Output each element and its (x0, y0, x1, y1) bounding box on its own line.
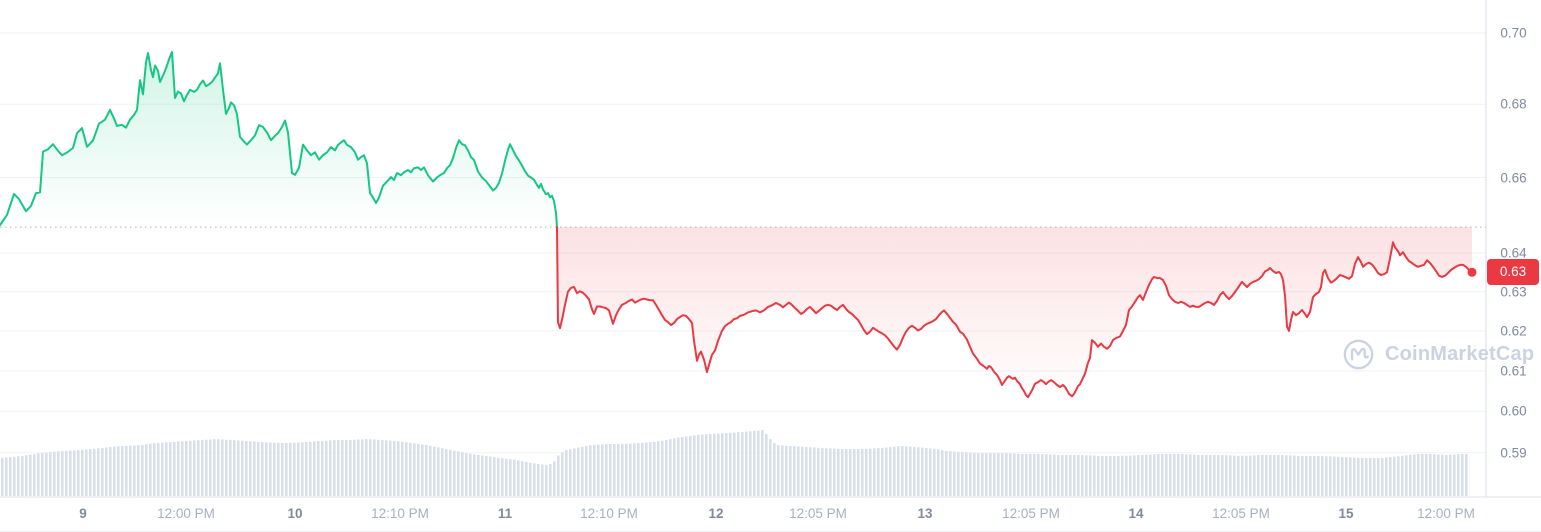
y-tick-label: 0.70 (1500, 25, 1527, 41)
current-price-badge: 0.63 (1487, 259, 1539, 286)
price-line-red (556, 226, 1473, 399)
y-tick-label: 0.59 (1500, 445, 1527, 461)
last-price-dot (1467, 267, 1477, 277)
y-tick-label: 0.63 (1500, 284, 1527, 300)
price-line-green (0, 51, 558, 229)
x-axis: 9 12:00 PM 10 12:10 PM 11 12:10 PM 12 12:05 PM 1… (0, 497, 1541, 531)
x-tick-day-label: 10 (287, 506, 303, 521)
y-axis: 0.63 0.70 0.68 0.66 0.64 0.63 0.62 0.61 0.60 0.5… (1486, 0, 1541, 497)
y-tick-label: 0.66 (1500, 170, 1527, 185)
y-tick-label: 0.62 (1500, 323, 1527, 339)
x-tick-time-label: 12:10 PM (580, 506, 638, 521)
x-tick-time-label: 12:05 PM (1002, 506, 1060, 521)
x-tick-time-label: 12:10 PM (371, 506, 429, 521)
x-tick-day-label: 15 (1338, 506, 1354, 521)
y-tick-label: 0.68 (1500, 96, 1527, 112)
x-tick-day-label: 9 (79, 506, 87, 521)
y-tick-label: 0.64 (1500, 245, 1527, 261)
x-tick-day-label: 13 (917, 506, 933, 521)
x-tick-time-label: 12:00 PM (157, 506, 215, 521)
x-tick-day-label: 12 (708, 506, 724, 521)
volume-bars (1, 430, 1468, 497)
green-area-fill (0, 52, 557, 228)
x-tick-day-label: 11 (497, 506, 513, 521)
x-tick-time-label: 12:05 PM (1212, 506, 1270, 521)
y-tick-label: 0.61 (1500, 363, 1527, 379)
x-tick-time-label: 12:00 PM (1417, 506, 1475, 521)
red-area-fill (557, 227, 1472, 398)
y-tick-label: 0.60 (1500, 403, 1527, 419)
x-tick-day-label: 14 (1128, 506, 1144, 521)
x-tick-time-label: 12:05 PM (789, 506, 847, 521)
